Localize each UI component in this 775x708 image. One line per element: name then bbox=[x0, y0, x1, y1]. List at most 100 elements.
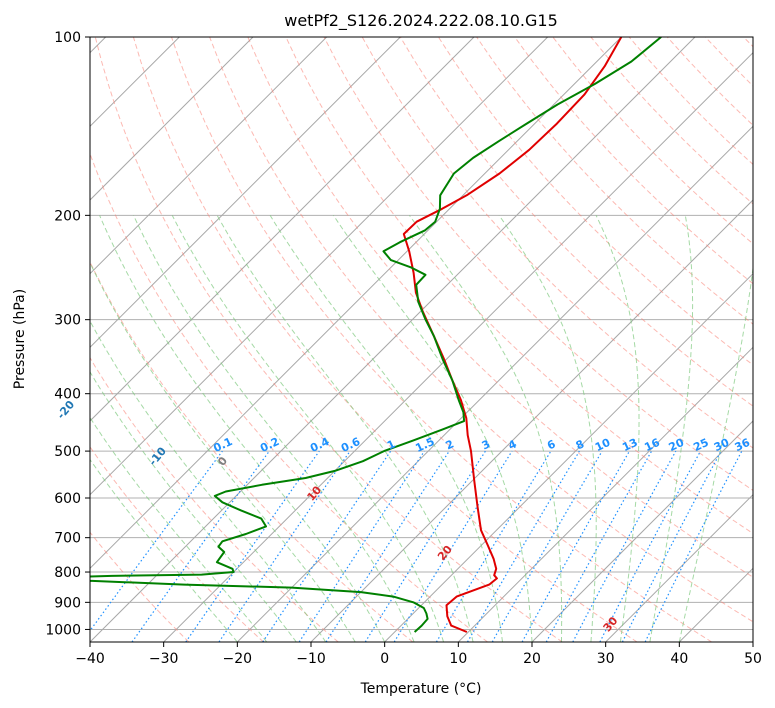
x-tick-label: 30 bbox=[597, 651, 615, 667]
y-tick-label: 100 bbox=[54, 30, 81, 46]
isotherm-line bbox=[90, 37, 401, 349]
isotherm-line bbox=[90, 37, 475, 422]
x-tick-label: 50 bbox=[744, 651, 762, 667]
mixing-ratio-label: 0.4 bbox=[308, 435, 331, 455]
x-axis-title: Temperature (°C) bbox=[360, 681, 482, 697]
mixing-ratio-line bbox=[262, 450, 392, 642]
x-tick-label: 10 bbox=[449, 651, 467, 667]
dry-adiabat-label: 20 bbox=[435, 543, 455, 563]
dry-adiabat-line bbox=[666, 37, 753, 126]
background-lines bbox=[90, 37, 753, 642]
adiabat-annotations: 0.10.20.40.611.52346810131620253036-100-… bbox=[54, 398, 753, 635]
moist-adiabat-line bbox=[90, 458, 238, 642]
y-tick-label: 900 bbox=[54, 595, 81, 611]
dry-adiabat-line bbox=[399, 37, 753, 407]
dry-adiabat-label: -10 bbox=[146, 444, 169, 468]
y-axis-title: Pressure (hPa) bbox=[12, 289, 28, 389]
mixing-ratio-label: 1.5 bbox=[413, 435, 436, 455]
mixing-ratio-label: 13 bbox=[620, 436, 639, 454]
x-tick-label: −40 bbox=[75, 651, 105, 667]
moist-adiabat-line bbox=[595, 215, 640, 642]
x-tick-label: 40 bbox=[670, 651, 688, 667]
mixing-ratio-label: 3 bbox=[480, 437, 492, 452]
dewpoint-profile-line bbox=[90, 37, 662, 633]
dry-adiabat-line bbox=[171, 37, 712, 642]
isotherm-line bbox=[531, 420, 753, 642]
mixing-ratio-line bbox=[131, 450, 270, 642]
y-tick-label: 300 bbox=[54, 313, 81, 329]
mixing-ratio-label: 6 bbox=[545, 437, 558, 452]
dry-adiabat-line bbox=[247, 37, 753, 578]
isotherm-line bbox=[457, 346, 753, 642]
dry-adiabat-line bbox=[132, 37, 638, 642]
moist-adiabat-line bbox=[408, 215, 563, 642]
moist-adiabat-line bbox=[171, 215, 445, 642]
dry-adiabat-line bbox=[361, 37, 753, 449]
mixing-ratio-line bbox=[521, 450, 631, 642]
x-tick-label: 20 bbox=[523, 651, 541, 667]
moist-adiabat-line bbox=[90, 320, 327, 642]
moist-adiabat-line bbox=[269, 215, 503, 642]
mixing-ratio-label: 4 bbox=[506, 437, 519, 452]
dry-adiabat-line bbox=[94, 37, 563, 642]
x-tick-label: −20 bbox=[223, 651, 253, 667]
moist-adiabat-line bbox=[649, 215, 694, 642]
mixing-ratio-line bbox=[599, 450, 702, 642]
chart-title: wetPf2_S126.2024.222.08.10.G15 bbox=[284, 11, 558, 31]
moist-adiabat-line bbox=[678, 264, 753, 642]
moist-adiabat-line bbox=[90, 261, 356, 642]
isotherm-line bbox=[163, 51, 753, 642]
mixing-ratio-line bbox=[393, 450, 513, 642]
data-series bbox=[90, 37, 662, 633]
mixing-ratio-label: 25 bbox=[691, 436, 710, 454]
moist-adiabat-line bbox=[133, 215, 415, 642]
isotherm-line bbox=[752, 641, 753, 642]
moist-adiabat-line bbox=[99, 215, 386, 642]
dry-adiabat-line bbox=[90, 260, 414, 642]
y-tick-label: 600 bbox=[54, 491, 81, 507]
mixing-ratio-line bbox=[644, 450, 743, 642]
mixing-ratio-label: 36 bbox=[733, 436, 753, 454]
mixing-ratio-line bbox=[218, 450, 351, 642]
dry-adiabat-label: 30 bbox=[601, 614, 621, 634]
isotherm-line bbox=[236, 125, 753, 642]
isotherm-line bbox=[90, 37, 549, 496]
dry-adiabat-line bbox=[743, 37, 753, 48]
dry-adiabat-line bbox=[590, 37, 753, 205]
mixing-ratio-label: 30 bbox=[712, 436, 732, 454]
plot-frame bbox=[89, 36, 754, 643]
isotherm-line bbox=[310, 199, 753, 642]
moist-adiabat-line bbox=[216, 215, 474, 642]
mixing-ratio-line bbox=[572, 450, 677, 642]
x-tick-label: 0 bbox=[380, 651, 389, 667]
dry-adiabat-line bbox=[285, 37, 753, 535]
temperature-profile-line bbox=[402, 37, 623, 633]
dry-adiabat-line bbox=[90, 356, 339, 642]
y-tick-label: 200 bbox=[54, 208, 81, 224]
mixing-ratio-label: 16 bbox=[642, 436, 662, 454]
y-tick-label: 1000 bbox=[45, 622, 81, 638]
moist-adiabat-line bbox=[498, 215, 597, 642]
dry-adiabat-line bbox=[90, 531, 190, 642]
isotherm-line bbox=[605, 493, 753, 642]
mixing-ratio-label: 0.1 bbox=[211, 435, 234, 455]
x-tick-label: −30 bbox=[149, 651, 179, 667]
isotherm-line bbox=[90, 37, 328, 275]
dry-adiabat-line bbox=[90, 446, 264, 642]
y-tick-label: 500 bbox=[54, 444, 81, 460]
x-tick-label: −10 bbox=[296, 651, 326, 667]
y-tick-label: 800 bbox=[54, 565, 81, 581]
dry-adiabat-line bbox=[704, 37, 753, 87]
mixing-ratio-line bbox=[185, 450, 320, 642]
mixing-ratio-line bbox=[298, 450, 425, 642]
mixing-ratio-line bbox=[466, 450, 580, 642]
dry-adiabat-line bbox=[323, 37, 753, 491]
moist-adiabat-line bbox=[90, 416, 268, 642]
isotherm-line bbox=[678, 567, 753, 642]
isotherm-line bbox=[90, 37, 622, 570]
dry-adiabat-line bbox=[437, 37, 753, 366]
mixing-ratio-line bbox=[90, 450, 223, 632]
mixing-ratio-label: 0.6 bbox=[339, 435, 362, 455]
mixing-ratio-label: 20 bbox=[667, 436, 687, 454]
